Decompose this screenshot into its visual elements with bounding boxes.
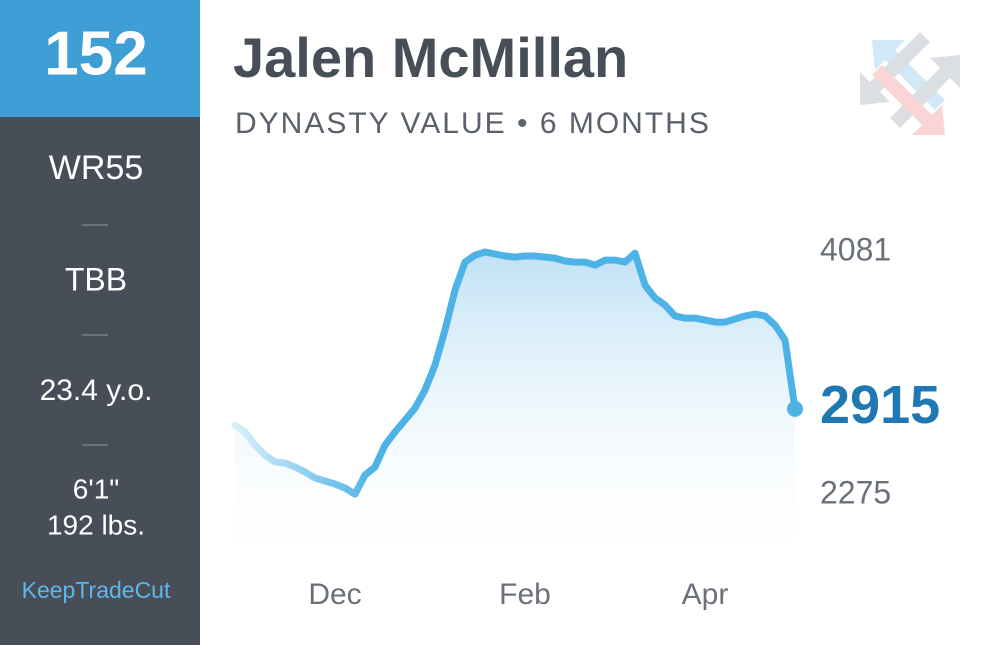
x-tick-label: Dec: [308, 578, 361, 611]
rank: 152: [44, 19, 147, 88]
area: [235, 252, 795, 575]
height: 6'1": [73, 473, 119, 504]
position-rank: WR55: [49, 149, 143, 187]
current-value: 2915: [820, 375, 940, 435]
y-tick-label: 4081: [820, 231, 891, 267]
end-point: [787, 400, 803, 417]
logo: [860, 32, 960, 135]
age: 23.4 y.o.: [40, 374, 153, 407]
brand: KeepTradeCut: [22, 577, 171, 603]
subtitle: DYNASTY VALUE • 6 MONTHS: [235, 107, 711, 140]
rank-box: [0, 0, 200, 117]
x-tick-label: Apr: [682, 578, 729, 611]
y-tick-label: 2275: [820, 474, 891, 510]
team: TBB: [65, 261, 127, 297]
title: Jalen McMillan: [233, 26, 628, 89]
weight: 192 lbs.: [47, 509, 145, 540]
line: [231, 248, 799, 498]
x-tick-label: Feb: [499, 578, 551, 611]
